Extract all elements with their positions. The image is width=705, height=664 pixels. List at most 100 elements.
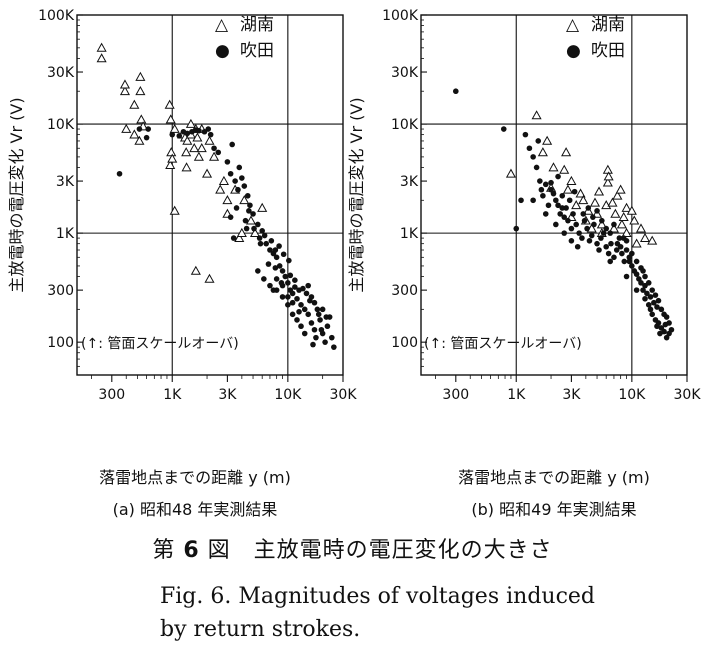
- panel-b-point-suita-29: [584, 225, 590, 232]
- panel-b-point-suita-64: [661, 328, 667, 335]
- panel-a-ytick-label-2: 1K: [56, 226, 75, 242]
- panel-b-point-konan-22: [603, 171, 614, 181]
- panel-a-ticks: 300 1K 3K 10K 30K 100 300 1K 3K 10K 30K 100K: [38, 8, 357, 403]
- panel-b-point-suita-72: [568, 238, 575, 244]
- panel-a-point-konan-1: [96, 42, 107, 52]
- panel-b-point-suita-100: [640, 268, 646, 274]
- panel-b-point-suita-88: [633, 258, 640, 265]
- panel-a-point-suita-91: [227, 214, 234, 220]
- panel-b-xtick-label-0: 300: [442, 387, 469, 403]
- panel-a-point-konan-22: [181, 147, 192, 157]
- panel-a-xtick-label-2: 3K: [218, 387, 237, 403]
- panel-a-point-konan-3: [119, 79, 131, 89]
- panel-a-point-konan-23: [185, 118, 196, 128]
- panel-a-point-suita-57: [279, 294, 286, 300]
- panel-b-point-suita-69: [542, 211, 549, 217]
- panel-a-point-suita-74: [331, 344, 337, 350]
- panel-b-point-suita-5: [526, 145, 533, 152]
- panel-b-point-suita-77: [594, 208, 600, 214]
- panel-a-point-suita-53: [322, 339, 328, 345]
- panel-b-point-konan-0: [505, 168, 517, 178]
- panel-b-point-suita-30: [586, 238, 593, 244]
- panel-b-marks: [452, 88, 675, 341]
- panel-a-point-konan-21: [181, 162, 192, 172]
- panel-b-xtick-label-2: 3K: [562, 387, 581, 403]
- panel-b-point-suita-93: [652, 292, 659, 298]
- panel-a-point-suita-83: [300, 285, 306, 292]
- panel-b-ytick-label-1: 300: [391, 283, 418, 299]
- panel-a-point-suita-78: [265, 261, 272, 267]
- panel-a-grid: [77, 15, 343, 375]
- panel-b-point-suita-27: [579, 235, 585, 241]
- panel-a-point-suita-69: [296, 308, 302, 315]
- panel-a-point-konan-20: [182, 135, 193, 145]
- panel-a-point-suita-1: [136, 126, 143, 132]
- panel-b-point-suita-81: [611, 221, 617, 228]
- panel-b-point-suita-42: [616, 235, 623, 241]
- panel-a-point-suita-29: [255, 221, 261, 228]
- panel-a-point-suita-24: [244, 192, 251, 199]
- panel-b-point-suita-85: [623, 238, 630, 244]
- panel-b-point-konan-40: [621, 227, 632, 237]
- panel-a-point-suita-94: [246, 208, 252, 214]
- panel-a-point-suita-100: [276, 243, 282, 249]
- panel-b-point-konan-26: [615, 184, 626, 194]
- panel-b-point-suita-31: [588, 232, 595, 239]
- panel-b-point-suita-36: [600, 230, 607, 236]
- panel-b-point-suita-58: [651, 299, 657, 306]
- panel-b-point-suita-111: [571, 188, 578, 195]
- panel-a-point-suita-89: [319, 306, 326, 313]
- panel-b-legend-symbol-1: △: [566, 15, 580, 35]
- panel-a-point-suita-4: [169, 131, 176, 138]
- panel-b-point-konan-3: [542, 135, 553, 145]
- panel-b-chart: 300 1K 3K 10K 30K 100 300 1K 3K 10K 30K 100K 主放電時の電…: [347, 8, 701, 519]
- panel-a-point-suita-66: [285, 294, 291, 300]
- figure-caption-en-line-1: Fig. 6. Magnitudes of voltages induced: [160, 584, 595, 609]
- panel-a-point-suita-31: [259, 228, 265, 234]
- panel-a-point-suita-85: [305, 282, 312, 289]
- panel-a-point-suita-26: [230, 235, 237, 241]
- panel-b-xtick-label-1: 1K: [507, 387, 526, 403]
- panel-b-point-suita-97: [663, 314, 670, 320]
- panel-b-point-suita-87: [629, 250, 635, 257]
- panel-b-point-suita-15: [550, 190, 557, 197]
- panel-a-point-suita-2: [143, 134, 150, 141]
- panel-a-xtick-label-3: 10K: [274, 387, 302, 403]
- panel-b-point-suita-65: [663, 334, 670, 341]
- panel-a-point-suita-16: [229, 141, 235, 148]
- panel-b-point-suita-41: [613, 247, 620, 253]
- panel-a-point-konan-35: [190, 265, 201, 275]
- panel-b-point-konan-7: [562, 184, 573, 194]
- panel-a-point-suita-99: [272, 247, 279, 253]
- panel-a-point-konan-45: [245, 215, 257, 225]
- panel-a-point-konan-0: [96, 53, 107, 63]
- panel-b-point-suita-13: [545, 202, 552, 209]
- panel-b-point-suita-11: [540, 192, 546, 199]
- panel-b-ylabel: 主放電時の電圧変化 Vr (V): [347, 97, 366, 292]
- panel-a-plot-frame: [76, 14, 344, 376]
- panel-b-point-suita-44: [621, 258, 628, 265]
- panel-b-point-suita-6: [530, 154, 536, 160]
- panel-a-point-suita-27: [243, 225, 250, 232]
- panel-a-xtick-label-0: 300: [98, 387, 125, 403]
- panel-b-point-konan-33: [639, 232, 651, 242]
- panel-a-point-suita-5: [176, 133, 183, 139]
- panel-a-point-suita-7: [184, 130, 191, 137]
- panel-a-point-suita-82: [292, 277, 298, 284]
- panel-b-point-suita-104: [607, 258, 614, 265]
- figure-caption-jp-number: 6: [183, 538, 200, 563]
- panel-b-point-konan-2: [537, 147, 548, 157]
- panel-a-point-konan-46: [249, 227, 261, 237]
- panel-b-ytick-label-2: 1K: [400, 226, 419, 242]
- panel-a-point-suita-47: [305, 311, 312, 318]
- panel-b-point-suita-51: [638, 280, 644, 286]
- panel-a-xtick-label-1: 1K: [163, 387, 182, 403]
- panel-a-point-suita-93: [242, 217, 249, 224]
- panel-b-annotation: (↑: 管面スケールオーバ): [424, 336, 582, 352]
- panel-a-point-suita-17: [224, 159, 231, 165]
- panel-b-ytick-label-5: 30K: [391, 65, 419, 81]
- panel-b-point-suita-19: [559, 192, 566, 199]
- panel-a-annotation: (↑: 管面スケールオーバ): [81, 336, 239, 352]
- panel-b-point-suita-3: [518, 197, 524, 204]
